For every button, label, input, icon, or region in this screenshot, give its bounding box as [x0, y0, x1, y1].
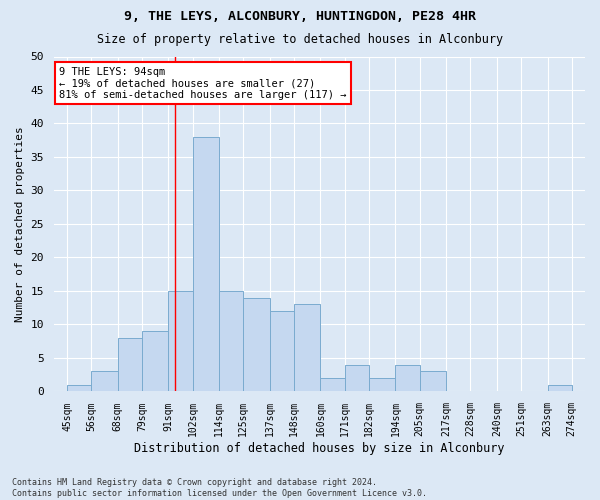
- Bar: [548, 385, 572, 392]
- Bar: [345, 364, 369, 392]
- Bar: [193, 137, 219, 392]
- Bar: [369, 378, 395, 392]
- Bar: [244, 298, 270, 392]
- Bar: [169, 291, 193, 392]
- Text: Size of property relative to detached houses in Alconbury: Size of property relative to detached ho…: [97, 32, 503, 46]
- Bar: [320, 378, 345, 392]
- Bar: [118, 338, 142, 392]
- Y-axis label: Number of detached properties: Number of detached properties: [15, 126, 25, 322]
- Text: Contains HM Land Registry data © Crown copyright and database right 2024.
Contai: Contains HM Land Registry data © Crown c…: [12, 478, 427, 498]
- X-axis label: Distribution of detached houses by size in Alconbury: Distribution of detached houses by size …: [134, 442, 505, 455]
- Bar: [294, 304, 320, 392]
- Bar: [395, 364, 419, 392]
- Bar: [219, 291, 244, 392]
- Bar: [142, 331, 169, 392]
- Text: 9 THE LEYS: 94sqm
← 19% of detached houses are smaller (27)
81% of semi-detached: 9 THE LEYS: 94sqm ← 19% of detached hous…: [59, 66, 347, 100]
- Text: 9, THE LEYS, ALCONBURY, HUNTINGDON, PE28 4HR: 9, THE LEYS, ALCONBURY, HUNTINGDON, PE28…: [124, 10, 476, 23]
- Bar: [419, 372, 446, 392]
- Bar: [270, 311, 294, 392]
- Bar: [91, 372, 118, 392]
- Bar: [67, 385, 91, 392]
